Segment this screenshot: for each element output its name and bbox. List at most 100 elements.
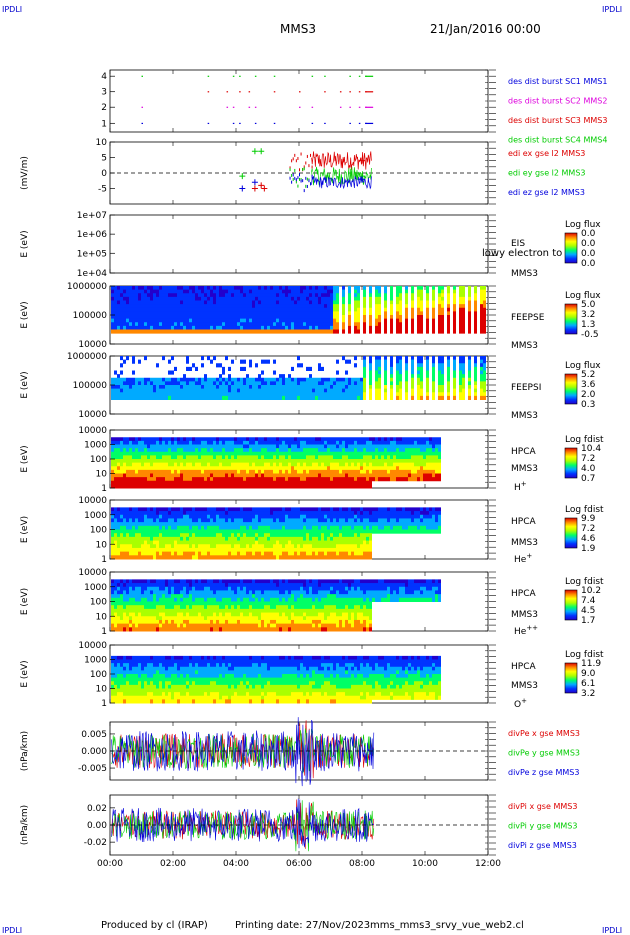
- burst-mark: [208, 76, 210, 77]
- colorbar: [565, 304, 577, 334]
- spectrogram: [111, 437, 441, 488]
- y-axis-label: E (eV): [20, 445, 30, 472]
- edi-point: [307, 178, 308, 181]
- y-tick-label: 1000000: [67, 352, 107, 362]
- edi-marker: [252, 148, 258, 154]
- y-tick-label: 1e+05: [77, 249, 107, 259]
- burst-mark: [312, 123, 314, 124]
- spectrogram: [111, 286, 486, 334]
- y-tick-label: 1: [101, 555, 107, 565]
- y-tick-label: 10: [96, 685, 108, 695]
- burst-mark: [255, 123, 257, 124]
- time-tick-label: 00:00: [97, 859, 123, 869]
- edi-point: [312, 166, 313, 169]
- colorbar: [565, 448, 577, 478]
- instrument-label: FEEPSI: [511, 383, 541, 393]
- edi-point: [291, 174, 292, 177]
- y-tick-label: 1: [101, 484, 107, 494]
- legend-entry: edi ex gse l2 MMS3: [508, 149, 585, 158]
- y-tick-label: -0.02: [84, 838, 107, 848]
- edi-point: [299, 173, 300, 176]
- burst-mark: [239, 76, 241, 77]
- burst-mark: [208, 123, 210, 124]
- colorbar-tick-label: 0.0: [581, 229, 596, 239]
- edi-point: [305, 177, 306, 180]
- burst-mark: [142, 107, 144, 108]
- y-tick-label: 10000: [78, 496, 107, 506]
- colorbar-tick-label: 3.2: [581, 310, 595, 320]
- panel-frame: [110, 70, 488, 132]
- spectrogram: [111, 507, 441, 559]
- colorbar-tick-label: 0.0: [581, 249, 596, 259]
- y-tick-label: 100: [90, 455, 107, 465]
- burst-mark: [312, 76, 314, 77]
- burst-mark: [274, 123, 276, 124]
- colorbar-tick-label: 11.9: [581, 659, 601, 669]
- y-tick-label: 1e+06: [77, 230, 108, 240]
- y-tick-label: 0.000: [81, 747, 107, 757]
- y-tick-label: 10: [96, 470, 108, 480]
- y-axis-label: (mV/m): [20, 156, 30, 190]
- edi-point: [297, 185, 298, 188]
- legend-entry: divPi x gse MMS3: [508, 802, 577, 811]
- y-tick-label: 1000: [84, 441, 107, 451]
- burst-mark: [324, 91, 326, 92]
- burst-mark: [227, 107, 229, 108]
- burst-mark: [249, 91, 251, 92]
- edi-point: [305, 185, 306, 188]
- y-axis-label: E (eV): [20, 516, 30, 543]
- burst-mark: [349, 91, 351, 92]
- div-series: [112, 717, 374, 786]
- edi-point: [294, 154, 295, 157]
- time-tick-label: 02:00: [160, 859, 186, 869]
- instrument-label: MMS3: [511, 610, 538, 620]
- colorbar-tick-label: -0.5: [581, 330, 599, 340]
- burst-mark: [365, 91, 373, 92]
- burst-mark: [340, 91, 342, 92]
- burst-mark: [359, 107, 361, 108]
- time-tick-label: 10:00: [412, 859, 438, 869]
- produced-by: Produced by cl (IRAP): [101, 920, 208, 931]
- burst-mark: [359, 76, 361, 77]
- burst-mark: [239, 91, 241, 92]
- edi-point: [297, 176, 298, 179]
- burst-mark: [349, 107, 351, 108]
- edi-point: [301, 153, 302, 156]
- instrument-label: MMS3: [511, 681, 538, 691]
- colorbar-tick-label: 10.4: [581, 444, 601, 454]
- y-tick-label: 1e+04: [77, 269, 108, 279]
- y-tick-label: 0.02: [87, 804, 107, 814]
- y-tick-label: 10: [96, 612, 108, 622]
- instrument-label: HPCA: [511, 447, 536, 457]
- instrument-label: MMS3: [511, 341, 538, 351]
- colorbar-tick-label: 7.2: [581, 524, 595, 534]
- burst-mark: [299, 91, 301, 92]
- panel-frame: [110, 215, 488, 273]
- eis-overlay-text: lowy electron to: [482, 248, 562, 259]
- y-tick-label: 100: [90, 526, 107, 536]
- y-tick-label: -5: [98, 185, 107, 195]
- edi-point: [299, 168, 300, 171]
- burst-mark: [324, 76, 326, 77]
- species-label: He++: [514, 624, 538, 637]
- edi-point: [293, 178, 294, 181]
- burst-mark: [239, 123, 241, 124]
- edi-point: [291, 181, 292, 184]
- burst-mark: [142, 123, 144, 124]
- legend-entry: divPi z gse MMS3: [508, 841, 577, 850]
- burst-mark: [255, 76, 257, 77]
- colorbar: [565, 233, 577, 263]
- legend-entry: des dist burst SC2 MMS2: [508, 97, 607, 106]
- colorbar: [565, 590, 577, 620]
- legend-entry: divPe z gse MMS3: [508, 768, 579, 777]
- colorbar-tick-label: 0.0: [581, 259, 596, 269]
- y-axis-label: (nPa/km): [20, 805, 30, 845]
- legend-entry: des dist burst SC1 MMS1: [508, 77, 607, 86]
- burst-mark: [365, 76, 373, 77]
- edi-marker: [252, 186, 258, 192]
- legend-entry: edi ez gse l2 MMS3: [508, 188, 585, 197]
- colorbar-tick-label: 0.3: [581, 400, 595, 410]
- colorbar-tick-label: 7.4: [581, 596, 596, 606]
- instrument-label: MMS3: [511, 538, 538, 548]
- edi-point: [310, 182, 311, 185]
